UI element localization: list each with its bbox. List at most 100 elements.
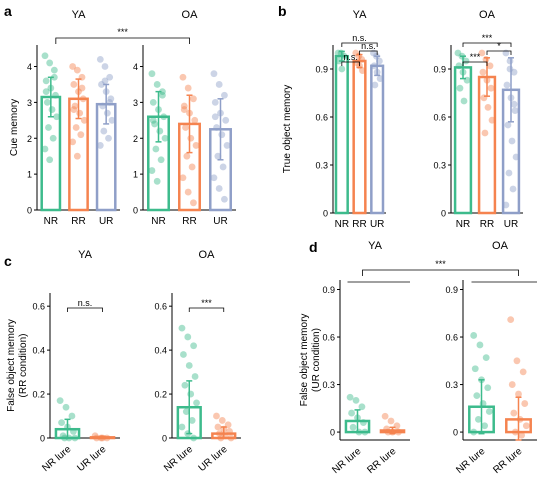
group-title-b-0: YA <box>353 9 368 21</box>
point-b-0-1-3 <box>353 59 360 66</box>
sig-label-b-1-2: *** <box>482 33 493 43</box>
sig-bracket-c-1-0 <box>188 307 225 312</box>
panel-label-b: b <box>278 3 287 19</box>
group-title-d-0: YA <box>368 240 383 252</box>
y-axis-label-b: True object memory <box>282 85 293 174</box>
point-a-0-0-6 <box>43 98 51 106</box>
point-d-1-0-11 <box>470 428 478 436</box>
y-tick-label-a-0-2: 2 <box>27 134 32 144</box>
point-a-0-0-13 <box>50 73 58 81</box>
point-b-1-1-0 <box>478 49 486 57</box>
point-b-1-2-2 <box>510 68 518 76</box>
point-d-1-0-8 <box>485 408 493 415</box>
point-a-0-0-2 <box>50 66 58 74</box>
sig-bracket-b-1-0 <box>462 61 488 66</box>
point-a-1-1-10 <box>188 163 196 171</box>
point-b-1-1-9 <box>481 129 489 137</box>
point-d-0-0-3 <box>348 409 355 417</box>
group-title-c-1: OA <box>199 249 216 261</box>
point-a-0-2-6 <box>99 102 107 110</box>
y-axis-label-sub-d: (UR condition) <box>311 328 322 392</box>
point-a-0-0-9 <box>45 124 52 131</box>
point-b-1-1-8 <box>488 116 496 124</box>
point-a-1-0-7 <box>156 127 164 135</box>
point-a-0-1-9 <box>72 124 80 131</box>
y-tick-label-c-1-2: 0.4 <box>154 346 167 356</box>
point-d-0-0-6 <box>349 423 357 431</box>
point-b-1-2-12 <box>506 65 514 73</box>
x-tick-label-c-1-1: UR lure <box>197 444 230 474</box>
point-d-1-0-10 <box>481 422 489 430</box>
y-tick-label-c-1-3: 0.6 <box>154 302 167 312</box>
point-b-1-0-0 <box>454 49 462 57</box>
group-title-d-1: OA <box>492 240 509 252</box>
point-a-1-1-9 <box>183 152 191 160</box>
point-a-1-2-9 <box>214 152 222 160</box>
point-a-0-2-3 <box>98 81 105 88</box>
point-a-1-2-12 <box>215 185 223 192</box>
point-d-0-0-1 <box>352 396 360 404</box>
sig-bracket-c-0-0 <box>67 307 103 312</box>
point-b-0-2-3 <box>370 62 378 70</box>
panel-label-c: c <box>4 253 12 269</box>
point-d-1-0-7 <box>479 400 487 407</box>
point-a-0-0-7 <box>48 106 56 113</box>
x-tick-label-c-0-0: NR lure <box>40 444 73 474</box>
point-c-1-0-2 <box>190 342 198 350</box>
y-tick-label-c-0-3: 0.6 <box>32 302 45 312</box>
point-b-1-2-9 <box>505 169 513 177</box>
point-d-1-1-1 <box>513 357 521 365</box>
sig-label-across-d: *** <box>435 259 446 269</box>
point-c-1-0-4 <box>185 362 193 369</box>
x-tick-label-c-1-0: NR lure <box>162 444 195 474</box>
point-a-1-0-9 <box>152 145 160 153</box>
point-a-1-2-10 <box>219 163 227 171</box>
point-d-1-1-7 <box>516 416 524 423</box>
sig-bracket-b-0-1 <box>359 50 378 55</box>
point-a-0-1-10 <box>77 131 85 139</box>
x-tick-label-a-1-1: RR <box>182 216 196 227</box>
point-a-0-2-2 <box>106 73 114 81</box>
point-b-1-2-13 <box>510 100 518 108</box>
point-d-1-1-9 <box>511 428 519 436</box>
y-tick-label-c-0-0: 0 <box>40 434 45 444</box>
y-tick-label-d-0-2: 0.6 <box>322 333 335 343</box>
point-d-1-1-8 <box>522 422 530 430</box>
sig-bracket-across-a <box>55 37 190 44</box>
point-c-1-0-0 <box>178 324 186 332</box>
sig-bracket-b-1-2 <box>462 42 512 47</box>
point-b-1-2-10 <box>509 185 517 193</box>
sig-bracket-b-0-2 <box>341 42 378 47</box>
point-d-1-1-0 <box>507 316 515 324</box>
point-b-1-2-5 <box>511 107 519 114</box>
point-b-0-0-4 <box>338 65 346 73</box>
point-a-1-2-0 <box>210 70 218 78</box>
point-b-0-2-6 <box>371 81 379 89</box>
y-tick-label-b-1-1: 0.3 <box>433 161 446 171</box>
point-a-0-0-3 <box>42 77 50 85</box>
point-a-1-1-2 <box>190 95 197 103</box>
point-a-0-0-8 <box>53 113 61 121</box>
panel-label-d: d <box>309 239 318 255</box>
point-b-1-0-3 <box>455 62 463 70</box>
y-tick-label-a-1-0: 0 <box>133 206 138 216</box>
point-a-0-2-10 <box>105 134 112 142</box>
point-a-1-1-14 <box>180 106 188 113</box>
point-c-1-1-0 <box>213 412 220 420</box>
y-tick-label-c-0-1: 0.2 <box>32 390 45 400</box>
x-tick-label-a-0-0: NR <box>44 216 58 227</box>
panel-label-a: a <box>4 3 12 19</box>
y-tick-label-b-0-0: 0 <box>323 209 328 219</box>
point-a-0-1-6 <box>71 102 79 110</box>
x-tick-label-b-0-0: NR <box>335 219 349 230</box>
point-a-0-1-5 <box>79 95 87 103</box>
point-c-0-0-1 <box>62 403 70 411</box>
point-a-0-2-5 <box>107 95 115 103</box>
y-tick-label-d-1-2: 0.6 <box>445 333 458 343</box>
point-c-0-1-0 <box>91 432 99 440</box>
sig-label-b-0-0: n.s. <box>343 52 358 62</box>
y-tick-label-c-1-1: 0.2 <box>154 390 167 400</box>
point-b-1-2-11 <box>502 201 510 209</box>
point-d-0-1-3 <box>383 425 390 433</box>
point-a-0-2-13 <box>106 98 114 106</box>
